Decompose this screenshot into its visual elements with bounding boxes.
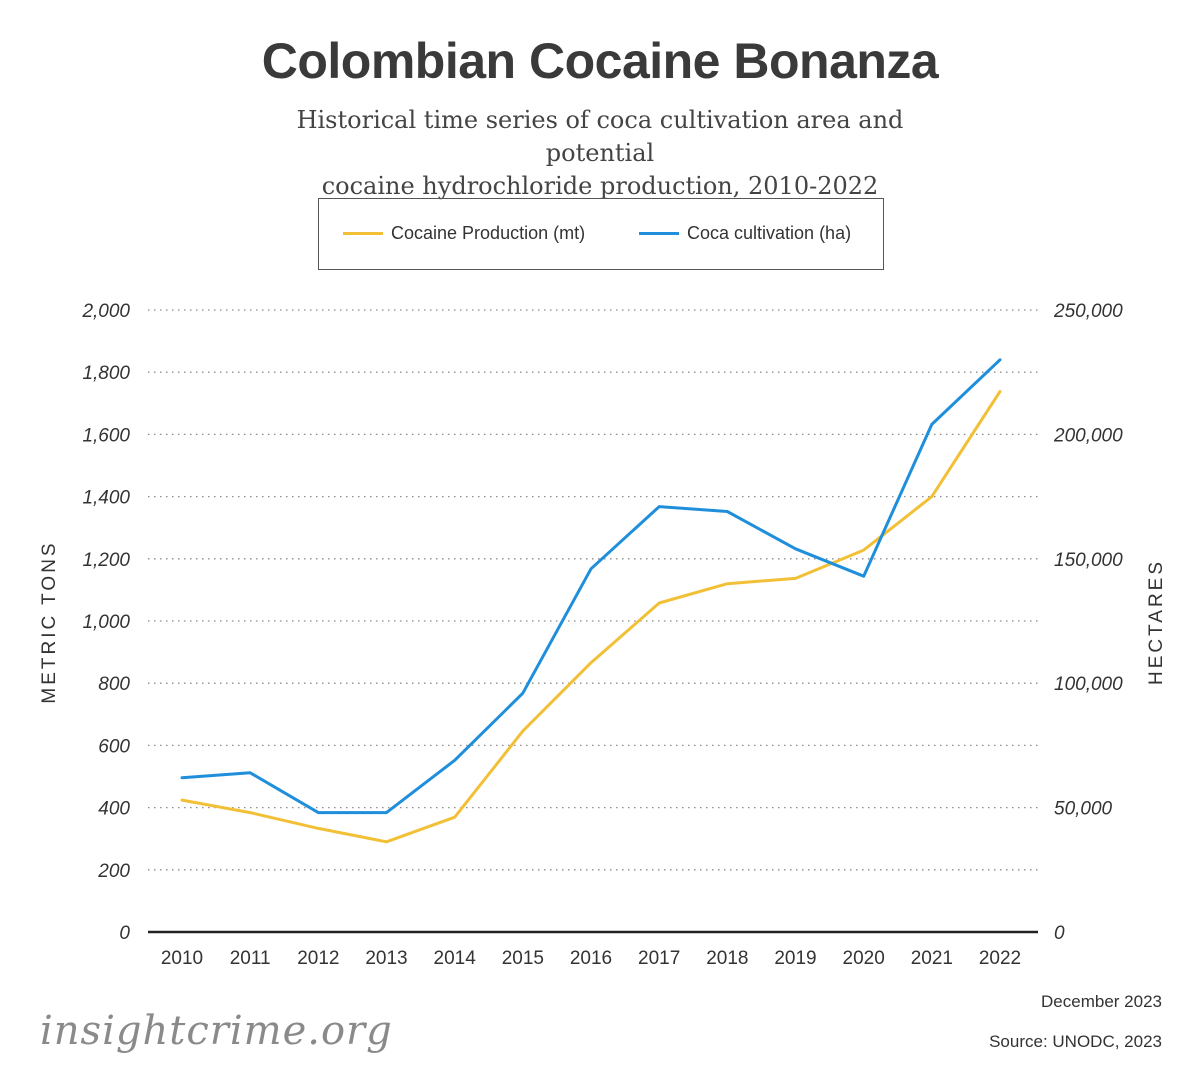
brand-watermark: insightcrime.org — [40, 1008, 393, 1054]
y-left-tick-label: 1,600 — [82, 425, 130, 446]
y-axis-left-title: METRIC TONS — [39, 540, 60, 704]
x-tick-label: 2011 — [230, 948, 271, 969]
series-line-cultivation — [180, 358, 1002, 815]
y-right-tick-label: 50,000 — [1054, 799, 1113, 820]
subtitle-line-2: cocaine hydrochloride production, 2010-2… — [321, 172, 879, 200]
legend-item-cultivation: Coca cultivation (ha) — [639, 223, 851, 244]
chart-subtitle: Historical time series of coca cultivati… — [250, 104, 950, 203]
y-right-tick-label: 250,000 — [1053, 301, 1123, 322]
y-left-tick-label: 0 — [119, 923, 130, 944]
x-tick-label: 2020 — [843, 948, 885, 969]
subtitle-line-1: Historical time series of coca cultivati… — [296, 106, 904, 167]
y-left-tick-label: 400 — [98, 799, 130, 820]
y-left-tick-label: 600 — [98, 736, 130, 757]
legend-label-production: Cocaine Production (mt) — [391, 223, 586, 243]
x-tick-label: 2012 — [297, 948, 339, 969]
x-tick-label: 2021 — [911, 948, 953, 969]
y-left-tick-label: 200 — [97, 861, 130, 882]
x-tick-label: 2010 — [161, 948, 203, 969]
x-tick-label: 2016 — [570, 948, 612, 969]
x-tick-label: 2015 — [502, 948, 544, 969]
series-line-production — [180, 390, 1002, 844]
y-left-tick-label: 1,000 — [82, 612, 130, 633]
source-note: Source: UNODC, 2023 — [989, 1032, 1162, 1051]
y-right-tick-label: 100,000 — [1054, 674, 1123, 695]
y-left-tick-label: 2,000 — [81, 301, 130, 322]
y-left-tick-label: 800 — [98, 674, 130, 695]
chart-title: Colombian Cocaine Bonanza — [261, 33, 939, 89]
y-left-tick-label: 1,200 — [82, 550, 130, 571]
legend-swatch-production — [343, 232, 383, 235]
legend-label-cultivation: Coca cultivation (ha) — [687, 223, 852, 243]
legend-item-production: Cocaine Production (mt) — [343, 223, 585, 244]
y-left-tick-label: 1,400 — [82, 488, 130, 509]
x-tick-label: 2013 — [365, 948, 407, 969]
x-tick-label: 2014 — [434, 948, 477, 969]
x-tick-label: 2017 — [638, 948, 680, 969]
legend-swatch-cultivation — [639, 232, 679, 235]
chart-plot: 0 200 400 600 800 1,000 1,200 1,400 1,600 1,800 2,… — [81, 301, 1123, 969]
x-tick-label: 2019 — [774, 948, 816, 969]
y-right-tick-label: 150,000 — [1054, 550, 1123, 571]
y-right-tick-label: 200,000 — [1053, 425, 1123, 446]
y-right-tick-label: 0 — [1054, 923, 1065, 944]
x-tick-label: 2022 — [979, 948, 1021, 969]
chart-legend: Cocaine Production (mt) Coca cultivation… — [318, 198, 884, 270]
x-tick-label: 2018 — [706, 948, 748, 969]
y-left-tick-label: 1,800 — [82, 363, 130, 384]
date-note: December 2023 — [1041, 992, 1162, 1011]
y-axis-right-title: HECTARES — [1146, 558, 1167, 686]
